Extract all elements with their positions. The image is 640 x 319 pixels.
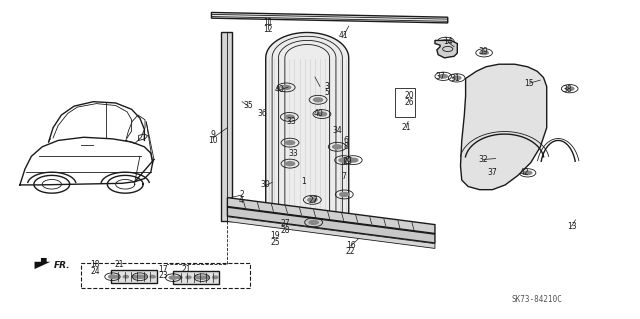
Circle shape	[132, 275, 138, 278]
Circle shape	[177, 276, 182, 278]
Text: 13: 13	[567, 222, 577, 231]
Polygon shape	[227, 197, 435, 234]
Text: 36: 36	[258, 109, 268, 118]
FancyBboxPatch shape	[173, 271, 219, 284]
Text: 39: 39	[478, 47, 488, 56]
Text: 35: 35	[244, 101, 253, 110]
Text: 37: 37	[435, 72, 445, 81]
Text: 29: 29	[342, 157, 352, 166]
Circle shape	[212, 276, 218, 278]
Circle shape	[441, 39, 451, 44]
Circle shape	[197, 275, 207, 280]
Circle shape	[313, 97, 323, 102]
Circle shape	[348, 158, 358, 163]
Text: 26: 26	[404, 99, 414, 108]
Text: 40: 40	[275, 85, 284, 94]
Text: 28: 28	[280, 226, 290, 234]
Polygon shape	[224, 39, 229, 220]
Text: 4: 4	[239, 196, 244, 205]
Text: 20: 20	[404, 92, 414, 100]
Polygon shape	[227, 217, 435, 249]
Text: 27: 27	[309, 196, 319, 205]
Text: 17: 17	[158, 264, 168, 274]
Circle shape	[438, 74, 448, 79]
Circle shape	[186, 276, 191, 278]
Circle shape	[108, 274, 117, 279]
Circle shape	[307, 197, 317, 203]
Polygon shape	[435, 41, 458, 58]
Circle shape	[332, 144, 342, 150]
Text: 23: 23	[158, 271, 168, 280]
FancyBboxPatch shape	[111, 270, 157, 283]
Circle shape	[285, 161, 295, 166]
Circle shape	[285, 140, 295, 145]
Polygon shape	[266, 33, 349, 221]
Text: 27: 27	[280, 219, 290, 228]
Text: 30: 30	[261, 181, 271, 189]
Text: 5: 5	[324, 88, 329, 97]
Text: FR.: FR.	[54, 261, 70, 270]
Text: 16: 16	[346, 241, 355, 250]
Circle shape	[452, 75, 461, 80]
Circle shape	[317, 111, 327, 117]
Text: 38: 38	[563, 85, 572, 94]
Text: 40: 40	[314, 109, 324, 118]
Circle shape	[308, 220, 319, 225]
Text: 22: 22	[346, 247, 355, 256]
Circle shape	[124, 275, 129, 278]
Circle shape	[150, 275, 156, 278]
Text: 3: 3	[324, 82, 329, 91]
Text: 25: 25	[271, 238, 280, 247]
Text: 18: 18	[90, 260, 100, 270]
Circle shape	[141, 275, 147, 278]
Text: 6: 6	[343, 136, 348, 145]
Text: SK73-84210C: SK73-84210C	[511, 295, 563, 304]
Polygon shape	[461, 64, 547, 190]
Text: 21: 21	[114, 260, 124, 270]
Text: 8: 8	[343, 142, 348, 151]
Circle shape	[168, 275, 178, 280]
Circle shape	[115, 275, 120, 278]
Circle shape	[339, 158, 349, 163]
Text: 11: 11	[263, 19, 273, 27]
Circle shape	[488, 168, 497, 173]
Polygon shape	[221, 33, 232, 221]
Text: 42: 42	[520, 168, 529, 177]
Text: 1: 1	[301, 177, 307, 186]
Text: 9: 9	[211, 130, 215, 138]
Text: 33: 33	[288, 149, 298, 158]
Text: 21: 21	[401, 123, 411, 132]
Circle shape	[564, 86, 575, 91]
Circle shape	[135, 274, 145, 279]
Text: 7: 7	[341, 173, 346, 182]
Circle shape	[479, 50, 489, 55]
Text: 21: 21	[182, 264, 191, 274]
Text: 33: 33	[286, 117, 296, 126]
Text: 2: 2	[239, 190, 244, 199]
Circle shape	[284, 114, 294, 120]
Circle shape	[281, 85, 291, 90]
Text: 32: 32	[479, 155, 488, 164]
Text: 37: 37	[488, 168, 497, 177]
Text: 15: 15	[525, 79, 534, 88]
Circle shape	[478, 156, 488, 161]
Polygon shape	[35, 258, 51, 269]
Text: 41: 41	[339, 31, 348, 40]
Text: 19: 19	[271, 231, 280, 240]
Text: 24: 24	[90, 267, 100, 276]
Text: 10: 10	[208, 136, 218, 145]
Text: 34: 34	[332, 126, 342, 135]
Text: 31: 31	[451, 74, 460, 83]
Circle shape	[195, 276, 200, 278]
Text: 14: 14	[443, 38, 452, 47]
Circle shape	[204, 276, 209, 278]
Circle shape	[339, 192, 349, 197]
Circle shape	[523, 170, 532, 175]
Polygon shape	[211, 12, 448, 23]
Text: 12: 12	[263, 25, 273, 34]
Polygon shape	[227, 207, 435, 243]
